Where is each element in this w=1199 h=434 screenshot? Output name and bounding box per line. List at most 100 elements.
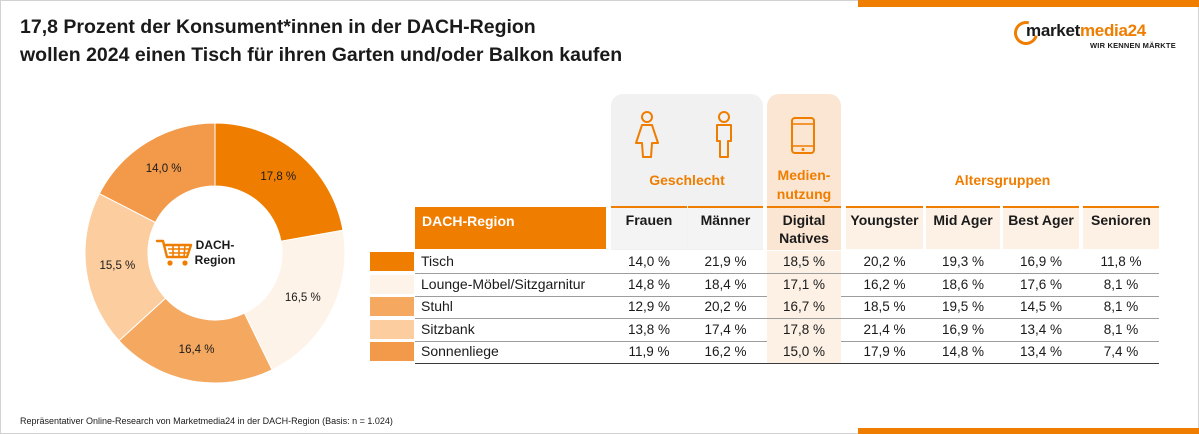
table-cell: 16,7 % (782, 299, 826, 314)
donut-value-label: 15,5 % (99, 260, 136, 273)
table-cell: 14,0 % (627, 254, 671, 269)
column-header-bg (926, 207, 1000, 249)
table-cell: 16,9 % (941, 322, 985, 337)
shopping-cart-icon (155, 239, 193, 266)
table-cell: 21,4 % (863, 322, 906, 337)
column-header-bg (1003, 207, 1079, 249)
table-cell: 18,5 % (782, 254, 826, 269)
table-cell: 16,2 % (704, 344, 747, 359)
table-cell: 7,4 % (1103, 344, 1139, 359)
table-cell: 13,4 % (1019, 344, 1063, 359)
smartphone-icon (791, 117, 815, 154)
table-cell: 8,1 % (1103, 322, 1139, 337)
table-cell: 17,4 % (704, 322, 747, 337)
row-label: Sonnenliege (421, 343, 499, 359)
highlight-cell-bg (767, 296, 841, 318)
table-cell: 8,1 % (1103, 277, 1139, 292)
donut-value-label: 16,5 % (284, 291, 321, 304)
highlight-cell-bg (767, 274, 841, 296)
table-cell: 19,5 % (941, 299, 985, 314)
table-cell: 14,8 % (941, 344, 985, 359)
column-header-bg (611, 207, 687, 249)
marketmedia24-logo: marketmedia24 WIR KENNEN MÄRKTE (1009, 16, 1184, 58)
column-header-rule (1083, 206, 1159, 208)
donut-slice-2 (243, 229, 346, 371)
highlight-cell-bg (767, 251, 841, 273)
logo-name-part2: media24 (1079, 21, 1146, 40)
group-label-altersgruppen: Altersgruppen (954, 172, 1051, 188)
table-cell: 11,9 % (628, 344, 670, 359)
column-header: Best Ager (1008, 212, 1074, 228)
title-line-2: wollen 2024 einen Tisch für ihren Garten… (20, 44, 623, 66)
group-label-mediennutzung: Medien-nutzung (776, 167, 832, 202)
column-header-bg (688, 207, 763, 249)
logo-wordmark: marketmedia24 (1026, 21, 1146, 41)
page-title: 17,8 Prozent der Konsument*innen in der … (20, 13, 840, 69)
table-cell: 18,4 % (704, 277, 747, 292)
column-header-rule (688, 206, 763, 208)
female-person-icon (635, 111, 659, 158)
table-cell: 12,9 % (627, 299, 671, 314)
table-cell: 16,2 % (863, 277, 906, 292)
donut-slice-4 (84, 192, 167, 342)
column-header: Frauen (625, 212, 673, 228)
table-cell: 18,6 % (941, 277, 985, 292)
table-cell: 17,8 % (782, 322, 826, 337)
table-cell: 19,3 % (941, 254, 985, 269)
row-color-swatch (370, 275, 414, 294)
row-color-swatch (370, 342, 414, 361)
logo-tagline: WIR KENNEN MÄRKTE (1090, 41, 1176, 50)
column-header: Senioren (1091, 212, 1151, 228)
top-accent-bar (858, 0, 1199, 7)
highlight-cell-bg (767, 341, 841, 363)
row-label: Sitzbank (421, 321, 475, 337)
row-label: Lounge-Möbel/Sitzgarnitur (421, 276, 586, 292)
row-divider (415, 318, 1159, 319)
donut-slice-1 (214, 122, 344, 242)
column-header-bg (1083, 207, 1159, 249)
male-person-icon (716, 111, 732, 158)
column-header: Männer (700, 212, 751, 228)
donut-value-label: 14,0 % (145, 162, 182, 175)
bottom-accent-bar (858, 428, 1199, 434)
row-divider (415, 363, 1159, 364)
highlight-cell-bg (767, 319, 841, 341)
table-cell: 18,5 % (863, 299, 906, 314)
table-cell: 14,8 % (627, 277, 671, 292)
column-header-rule (767, 206, 841, 208)
table-cell: 14,5 % (1019, 299, 1063, 314)
table-cell: 13,8 % (627, 322, 671, 337)
group-label-geschlecht: Geschlecht (649, 172, 725, 188)
donut-chart: DACH- Region 17,8 % 16,5 % 16,4 % 15,5 % 14,0… (70, 108, 360, 398)
table-cell: 11,8 % (1100, 254, 1142, 269)
donut-value-label: 16,4 % (178, 343, 215, 356)
column-header-rule (611, 206, 687, 208)
row-divider (415, 273, 1159, 274)
table-cell: 16,9 % (1019, 254, 1063, 269)
table-cell: 17,6 % (1019, 277, 1063, 292)
donut-slice-3 (118, 297, 273, 384)
footnote: Repräsentativer Online-Research von Mark… (20, 416, 393, 426)
donut-svg (84, 122, 346, 384)
column-header-bg (767, 207, 841, 249)
table-cell: 20,2 % (704, 299, 747, 314)
table-cell: 17,1 % (782, 277, 826, 292)
table-cell: 13,4 % (1019, 322, 1063, 337)
table-cell: 15,0 % (782, 344, 826, 359)
table-cell: 8,1 % (1103, 299, 1139, 314)
donut-value-label: 17,8 % (260, 171, 297, 184)
column-header: Youngster (850, 212, 919, 228)
row-label: Stuhl (421, 298, 453, 314)
column-header: Mid Ager (933, 212, 993, 228)
column-header-rule (926, 206, 1000, 208)
column-header-rule (1003, 206, 1079, 208)
table-cell: 20,2 % (863, 254, 906, 269)
donut-slice-5 (98, 122, 216, 224)
row-color-swatch (370, 320, 414, 339)
table-cell: 21,9 % (704, 254, 747, 269)
donut-center: DACH- Region (155, 238, 275, 268)
title-line-1: 17,8 Prozent der Konsument*innen in der … (20, 16, 536, 38)
row-label: Tisch (421, 253, 454, 269)
table-cell: 17,9 % (863, 344, 906, 359)
logo-name-part1: market (1026, 21, 1080, 40)
